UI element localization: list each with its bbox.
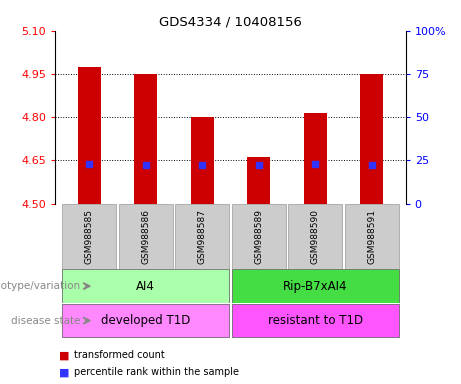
Bar (231, 270, 399, 303)
Bar (231, 304, 399, 337)
Text: GSM988590: GSM988590 (311, 209, 320, 264)
Bar (288, 204, 343, 269)
Text: ■: ■ (59, 367, 70, 377)
Bar (62, 304, 230, 337)
Bar (135, 74, 157, 204)
Title: GDS4334 / 10408156: GDS4334 / 10408156 (159, 15, 302, 28)
Bar (345, 204, 399, 269)
Text: GSM988591: GSM988591 (367, 209, 376, 264)
Bar (62, 204, 116, 269)
Bar (361, 74, 383, 204)
Bar (248, 157, 270, 204)
Text: GSM988586: GSM988586 (141, 209, 150, 264)
Text: GSM988587: GSM988587 (198, 209, 207, 264)
Text: percentile rank within the sample: percentile rank within the sample (74, 367, 239, 377)
Text: genotype/variation: genotype/variation (0, 281, 81, 291)
Bar (62, 270, 230, 303)
Bar (191, 117, 213, 204)
Bar (175, 204, 230, 269)
Text: GSM988585: GSM988585 (85, 209, 94, 264)
Bar (118, 204, 173, 269)
Text: transformed count: transformed count (74, 350, 165, 360)
Text: Rip-B7xAI4: Rip-B7xAI4 (283, 280, 348, 293)
Bar (304, 113, 326, 204)
Text: GSM988589: GSM988589 (254, 209, 263, 264)
Text: AI4: AI4 (136, 280, 155, 293)
Text: developed T1D: developed T1D (101, 314, 190, 327)
Text: ■: ■ (59, 350, 70, 360)
Bar (78, 67, 100, 204)
Text: resistant to T1D: resistant to T1D (268, 314, 363, 327)
Text: disease state: disease state (11, 316, 81, 326)
Bar (231, 204, 286, 269)
